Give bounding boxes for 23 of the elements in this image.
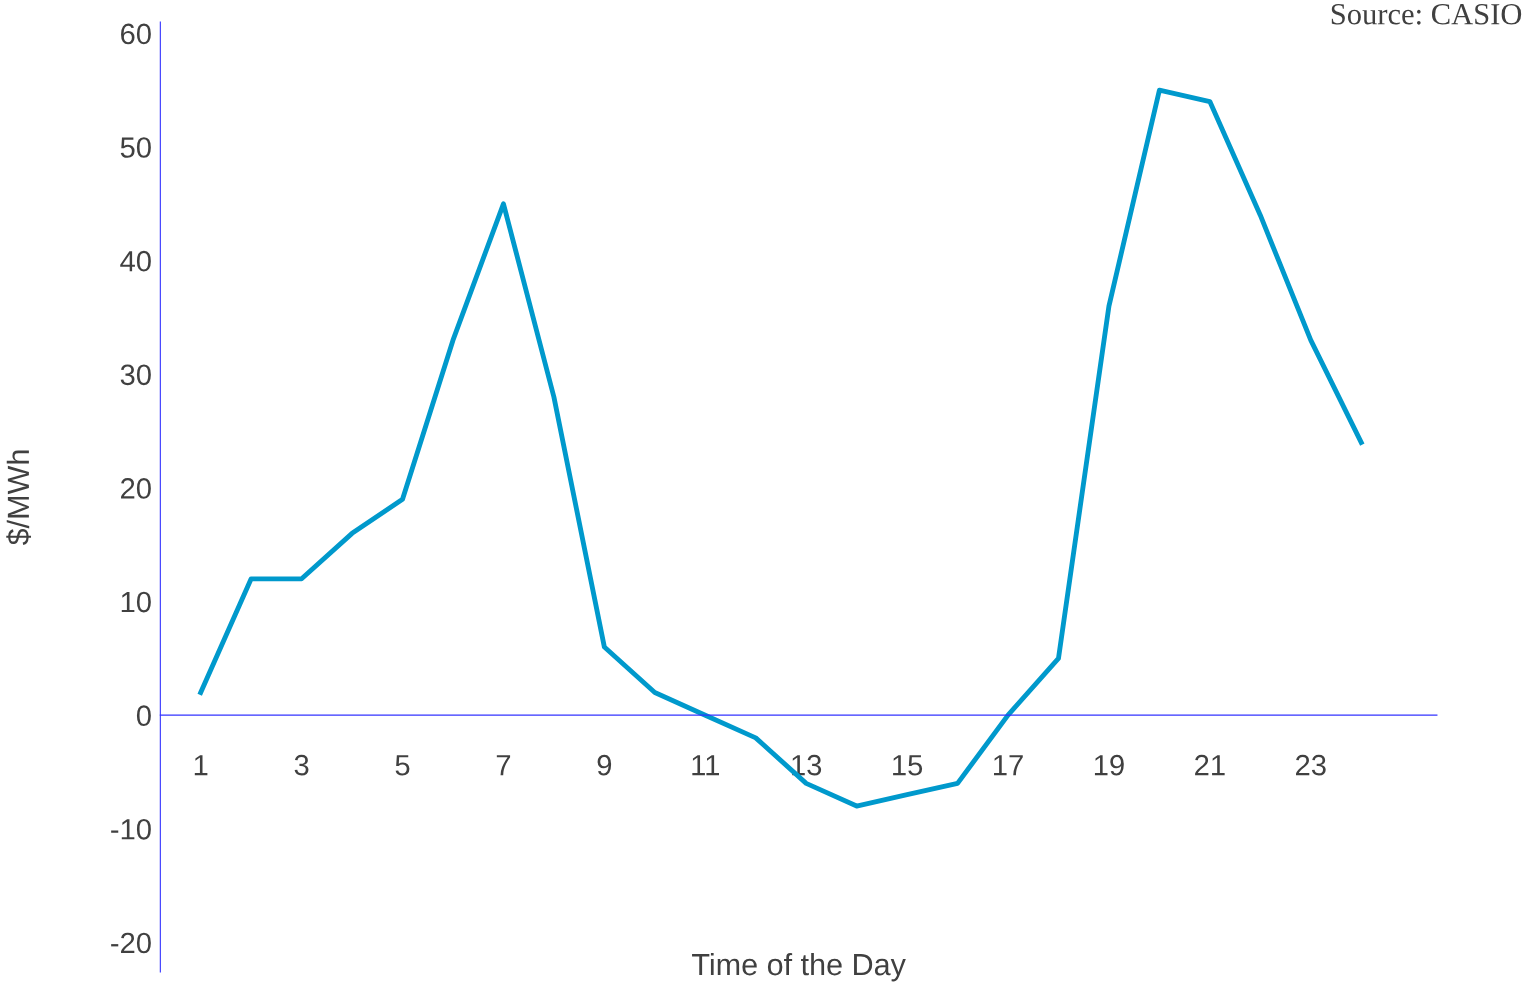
y-tick-label: 30 bbox=[120, 364, 151, 386]
y-axis-title: $/MWh bbox=[6, 450, 32, 546]
x-tick-label: 17 bbox=[994, 755, 1023, 776]
x-tick-label: 5 bbox=[395, 755, 410, 776]
y-tick-label: -10 bbox=[111, 819, 151, 840]
x-tick-label: 1 bbox=[194, 755, 208, 776]
x-tick-label: 23 bbox=[1296, 754, 1326, 776]
y-tick-label: 10 bbox=[121, 591, 151, 613]
x-tick-label: 9 bbox=[597, 754, 612, 776]
annotation: Source: CASIO bbox=[1331, 3, 1522, 25]
x-tick-label: 21 bbox=[1195, 754, 1225, 776]
y-tick-label: 60 bbox=[121, 23, 151, 45]
x-axis-title: Time of the Day bbox=[692, 952, 906, 982]
x-tick-label: 3 bbox=[294, 754, 309, 776]
x-tick-label: 11 bbox=[692, 755, 719, 776]
y-tick-label: 40 bbox=[120, 250, 151, 272]
x-tick-label: 15 bbox=[893, 755, 923, 776]
y-tick-label: -20 bbox=[111, 932, 151, 954]
y-tick-label: 20 bbox=[121, 478, 151, 499]
y-tick-label: 0 bbox=[136, 705, 151, 727]
x-tick-label: 7 bbox=[496, 755, 511, 776]
x-tick-label: 19 bbox=[1094, 754, 1124, 776]
y-tick-label: 50 bbox=[120, 137, 151, 158]
